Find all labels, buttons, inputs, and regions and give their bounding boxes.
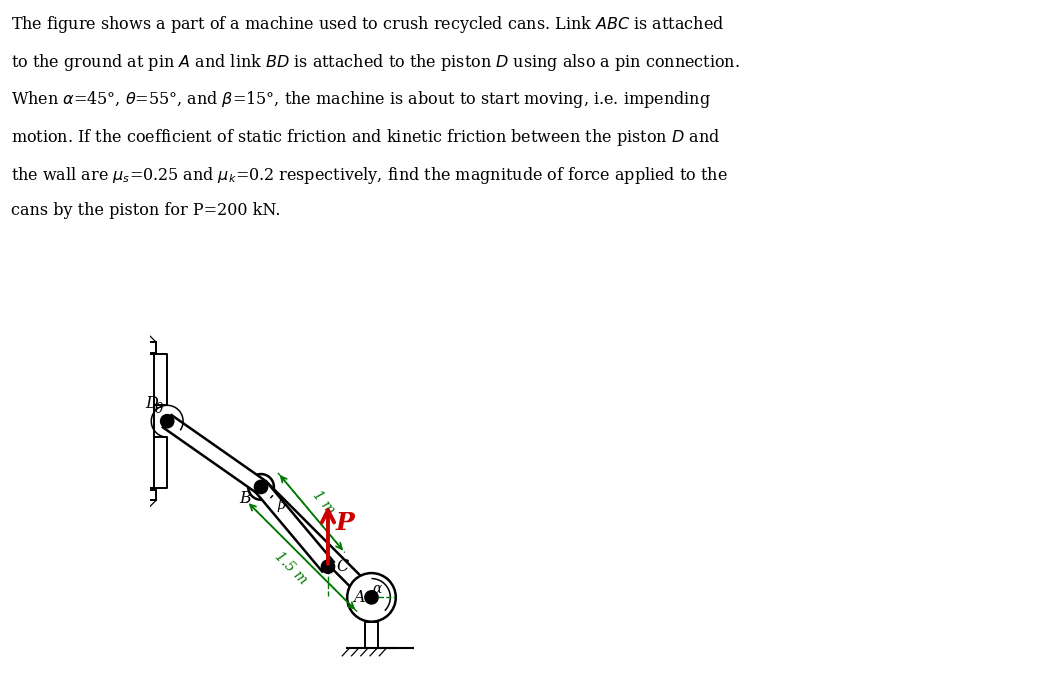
Text: D: D [145,396,159,412]
Circle shape [255,480,267,493]
Polygon shape [256,481,376,603]
Circle shape [321,560,335,573]
Text: motion. If the coefficient of static friction and kinetic friction between the p: motion. If the coefficient of static fri… [11,127,720,148]
Text: C: C [336,558,349,575]
Circle shape [347,573,395,622]
Bar [105,490,156,500]
Text: When $\alpha$=45°, $\theta$=55°, and $\beta$=15°, the machine is about to start : When $\alpha$=45°, $\theta$=55°, and $\b… [11,89,710,111]
Text: θ: θ [154,402,163,416]
Text: B: B [239,490,251,507]
Circle shape [248,474,274,500]
Polygon shape [256,482,334,572]
Text: The figure shows a part of a machine used to crush recycled cans. Link $\mathit{: The figure shows a part of a machine use… [11,14,724,35]
Polygon shape [108,359,143,400]
Polygon shape [163,415,265,493]
Bar [106,354,154,488]
Bar [74,340,106,502]
Text: cans by the piston for P=200 kN.: cans by the piston for P=200 kN. [11,202,280,219]
Text: β: β [278,497,285,512]
Circle shape [365,591,378,604]
Text: α: α [373,582,383,596]
Text: 1 m: 1 m [310,487,337,517]
Polygon shape [108,445,143,486]
Polygon shape [108,402,143,443]
Text: to the ground at pin $\mathit{A}$ and link $\mathit{BD}$ is attached to the pist: to the ground at pin $\mathit{A}$ and li… [11,52,740,73]
Text: A: A [353,589,365,606]
Bar [105,342,156,352]
Text: P: P [336,511,355,535]
Text: the wall are $\mu_s$=0.25 and $\mu_k$=0.2 respectively, find the magnitude of fo: the wall are $\mu_s$=0.25 and $\mu_k$=0.… [11,165,727,186]
Circle shape [161,414,173,428]
Bar [365,622,377,648]
Text: 1.5 m: 1.5 m [272,549,310,587]
